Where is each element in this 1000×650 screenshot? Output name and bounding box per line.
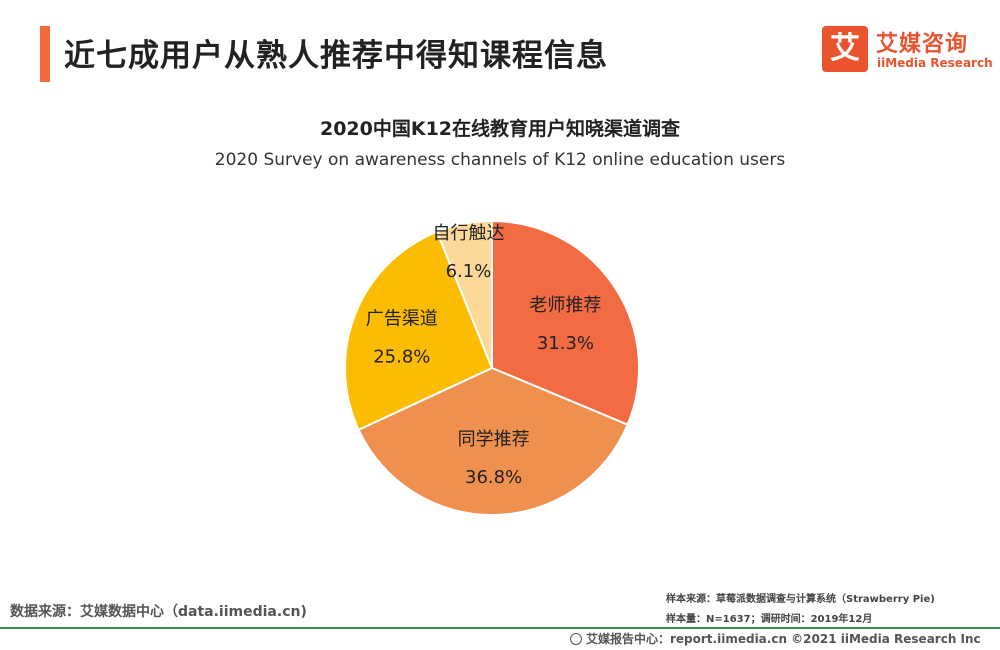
slice-label-3: 广告渠道 [366,308,438,329]
logo-mark: 艾 [822,26,868,72]
report-center: 艾媒报告中心：report.iimedia.cn ©2021 iiMedia R… [570,630,981,647]
slice-value-2: 36.8% [465,467,522,488]
chart-title: 2020中国K12在线教育用户知晓渠道调查 [319,118,681,140]
slice-value-1: 31.3% [537,333,594,354]
slice-label-2: 同学推荐 [458,429,530,450]
pie-slice-1 [491,219,640,426]
footer-divider [0,627,1000,629]
page-title: 近七成用户从熟人推荐中得知课程信息 [64,38,608,74]
pie-slice-4 [435,219,493,369]
data-source: 数据来源：艾媒数据中心（data.iimedia.cn) [10,604,307,620]
sample-size: 样本量：N=1637；调研时间：2019年12月 [666,614,873,625]
brand-logo: 艾 艾媒咨询 iiMedia Research [822,26,993,76]
report-center-text: 艾媒报告中心：report.iimedia.cn ©2021 iiMedia R… [586,632,981,646]
slice-label-1: 老师推荐 [529,295,601,316]
chart-subtitle: 2020 Survey on awareness channels of K12… [214,150,786,170]
slice-value-3: 25.8% [373,346,430,367]
slice-value-4: 6.1% [446,261,492,282]
globe-icon [570,633,582,645]
sample-source: 样本来源：草莓派数据调查与计算系统（Strawberry Pie) [666,594,935,605]
pie-slice-3 [344,230,494,432]
logo-english-name: iiMedia Research [877,56,993,70]
slice-label-4: 自行触达 [432,223,504,244]
logo-chinese-name: 艾媒咨询 [876,32,969,57]
pie-slice-2 [357,366,629,516]
title-accent-bar [40,26,50,82]
